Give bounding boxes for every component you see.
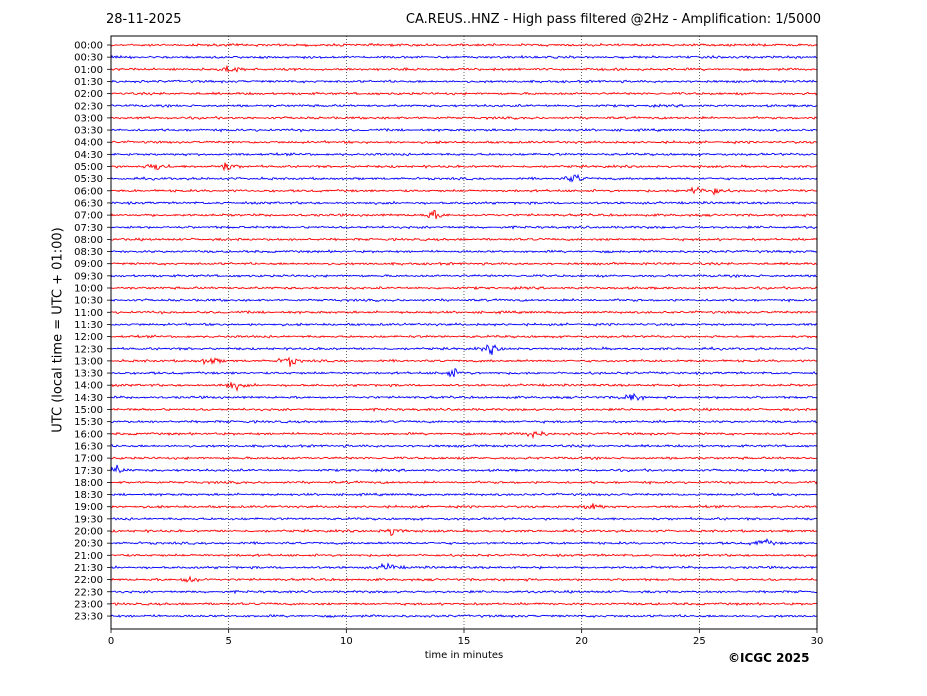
row-label-0800: 08:00 bbox=[74, 235, 103, 246]
row-label-0500: 05:00 bbox=[74, 162, 103, 173]
x-tick-label-10: 10 bbox=[340, 636, 353, 647]
row-label-1300: 13:00 bbox=[74, 356, 103, 367]
x-tick-label-25: 25 bbox=[693, 636, 706, 647]
trace-row-0500 bbox=[111, 162, 818, 172]
row-label-1600: 16:00 bbox=[74, 429, 103, 440]
row-label-2000: 20:00 bbox=[74, 527, 103, 538]
x-tick-label-30: 30 bbox=[811, 636, 824, 647]
trace-row-0400 bbox=[110, 139, 818, 145]
row-label-1100: 11:00 bbox=[74, 308, 103, 319]
grid-group bbox=[228, 36, 700, 629]
row-label-0400: 04:00 bbox=[74, 138, 103, 149]
row-label-0630: 06:30 bbox=[74, 198, 103, 209]
row-label-1330: 13:30 bbox=[74, 369, 103, 380]
trace-row-0900 bbox=[110, 261, 818, 266]
row-label-1530: 15:30 bbox=[74, 417, 103, 428]
row-label-2230: 22:30 bbox=[74, 587, 103, 598]
row-label-1730: 17:30 bbox=[74, 466, 103, 477]
row-label-0900: 09:00 bbox=[74, 259, 103, 270]
row-label-1200: 12:00 bbox=[74, 332, 103, 343]
chart-title: CA.REUS..HNZ - High pass filtered @2Hz -… bbox=[405, 12, 821, 27]
row-label-1900: 19:00 bbox=[74, 502, 103, 513]
row-label-1930: 19:30 bbox=[74, 514, 103, 525]
trace-row-1230 bbox=[110, 344, 818, 356]
row-label-0300: 03:00 bbox=[74, 113, 103, 124]
row-label-1000: 10:00 bbox=[74, 284, 103, 295]
row-label-0030: 00:30 bbox=[74, 53, 103, 64]
row-label-1700: 17:00 bbox=[74, 454, 103, 465]
row-label-2030: 20:30 bbox=[74, 539, 103, 550]
trace-row-1300 bbox=[110, 356, 818, 367]
row-label-0730: 07:30 bbox=[74, 223, 103, 234]
x-tick-label-20: 20 bbox=[575, 636, 588, 647]
x-tick-group: 0 5 10 15 20 25 30 bbox=[108, 629, 824, 647]
trace-row-0600 bbox=[110, 186, 818, 196]
trace-row-1800 bbox=[110, 480, 818, 485]
row-label-1430: 14:30 bbox=[74, 393, 103, 404]
row-label-1400: 14:00 bbox=[74, 381, 103, 392]
row-label-0330: 03:30 bbox=[74, 126, 103, 137]
row-label-2200: 22:00 bbox=[74, 575, 103, 586]
trace-row-1600 bbox=[111, 430, 818, 440]
row-label-0830: 08:30 bbox=[74, 247, 103, 258]
x-axis-label: time in minutes bbox=[424, 650, 504, 661]
trace-row-0330 bbox=[110, 127, 818, 133]
row-label-0130: 01:30 bbox=[74, 77, 103, 88]
row-label-1800: 18:00 bbox=[74, 478, 103, 489]
trace-row-1730 bbox=[110, 464, 818, 474]
plot-frame bbox=[110, 35, 818, 630]
row-label-1230: 12:30 bbox=[74, 344, 103, 355]
row-label-0930: 09:30 bbox=[74, 271, 103, 282]
trace-row-1630 bbox=[110, 443, 818, 449]
row-label-2300: 23:00 bbox=[74, 599, 103, 610]
row-label-0000: 00:00 bbox=[74, 41, 103, 52]
row-label-0530: 05:30 bbox=[74, 174, 103, 185]
trace-row-0030 bbox=[110, 54, 818, 60]
row-label-2130: 21:30 bbox=[74, 563, 103, 574]
trace-row-1830 bbox=[110, 492, 818, 497]
row-label-0230: 02:30 bbox=[74, 101, 103, 112]
x-tick-label-0: 0 bbox=[108, 636, 114, 647]
row-label-1630: 16:30 bbox=[74, 441, 103, 452]
x-tick-label-15: 15 bbox=[458, 636, 471, 647]
row-label-2330: 23:30 bbox=[74, 612, 103, 623]
row-label-1130: 11:30 bbox=[74, 320, 103, 331]
x-tick-label-5: 5 bbox=[225, 636, 231, 647]
row-label-1500: 15:00 bbox=[74, 405, 103, 416]
row-label-1830: 18:30 bbox=[74, 490, 103, 501]
row-label-0100: 01:00 bbox=[74, 65, 103, 76]
trace-row-1530 bbox=[110, 419, 818, 424]
date-label: 28-11-2025 bbox=[106, 12, 182, 27]
trace-row-1400 bbox=[110, 382, 817, 392]
row-label-0600: 06:00 bbox=[74, 186, 103, 197]
row-label-0700: 07:00 bbox=[74, 211, 103, 222]
row-label-1030: 10:30 bbox=[74, 296, 103, 307]
trace-row-0630 bbox=[110, 200, 818, 206]
row-label-2100: 21:00 bbox=[74, 551, 103, 562]
trace-row-0700 bbox=[110, 210, 818, 220]
copyright-label: ©ICGC 2025 bbox=[728, 651, 810, 665]
row-label-0200: 02:00 bbox=[74, 89, 103, 100]
trace-row-0730 bbox=[110, 225, 818, 230]
row-label-0430: 04:30 bbox=[74, 150, 103, 161]
trace-row-1900 bbox=[110, 503, 818, 510]
trace-row-0800 bbox=[110, 237, 818, 242]
trace-row-0530 bbox=[110, 173, 818, 183]
